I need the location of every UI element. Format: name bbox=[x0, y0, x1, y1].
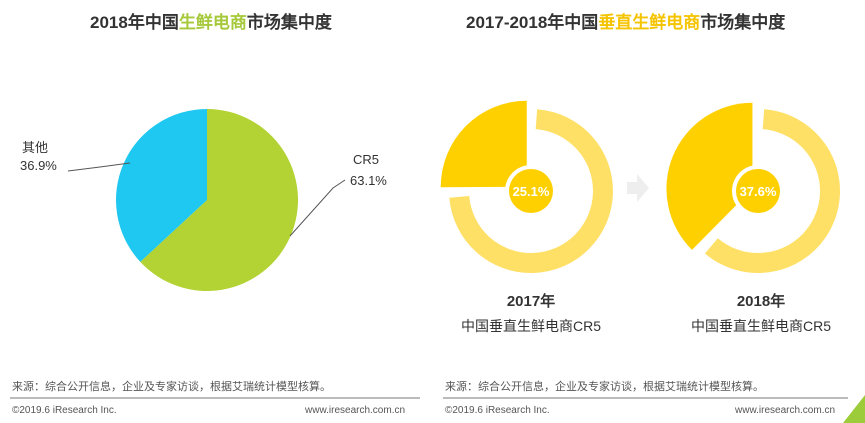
subtitle-2017: 中国垂直生鲜电商CR5 bbox=[460, 318, 602, 334]
label-other-value: 36.9% bbox=[20, 158, 57, 173]
corner-decoration bbox=[843, 395, 865, 423]
website-link[interactable]: www.iresearch.com.cn bbox=[305, 405, 406, 416]
right-title: 2017-2018年中国垂直生鲜电商市场集中度 bbox=[466, 8, 785, 33]
donut-value-label-0: 25.1% bbox=[513, 184, 550, 199]
subtitle-2018: 中国垂直生鲜电商CR5 bbox=[690, 318, 832, 334]
donut-highlight-1 bbox=[666, 102, 753, 250]
pie-slice-cr5 bbox=[140, 109, 298, 291]
year-2018: 2018年 bbox=[736, 293, 786, 310]
label-cr5-name: CR5 bbox=[353, 152, 380, 167]
donut-center-0 bbox=[509, 169, 553, 213]
donut-highlight-0 bbox=[440, 100, 527, 188]
title-part: 市场集中度 bbox=[246, 13, 332, 32]
source-note: 来源：综合公开信息，企业及专家访谈，根据艾瑞统计模型核算。 bbox=[12, 381, 331, 393]
copyright: ©2019.6 iResearch Inc. bbox=[12, 405, 117, 416]
year-2017: 2017年 bbox=[506, 293, 556, 310]
divider bbox=[443, 397, 848, 399]
donut-rest-1 bbox=[704, 109, 840, 273]
leader-line-other bbox=[67, 162, 131, 172]
source-note: 来源：综合公开信息，企业及专家访谈，根据艾瑞统计模型核算。 bbox=[445, 381, 764, 393]
pie-slice-其他 bbox=[115, 109, 207, 262]
divider bbox=[10, 397, 420, 399]
arrow-right-icon bbox=[627, 174, 649, 202]
donut-center-1 bbox=[736, 169, 780, 213]
label-other-name: 其他 bbox=[22, 140, 49, 155]
title-highlight: 生鲜电商 bbox=[178, 13, 247, 32]
leader-line-cr5 bbox=[289, 179, 346, 237]
copyright: ©2019.6 iResearch Inc. bbox=[445, 405, 550, 416]
title-part: 2018年中国 bbox=[90, 13, 179, 32]
donut-value-label-1: 37.6% bbox=[740, 184, 777, 199]
title-part: 市场集中度 bbox=[700, 13, 786, 32]
title-highlight: 垂直生鲜电商 bbox=[598, 13, 701, 32]
left-title: 2018年中国生鲜电商市场集中度 bbox=[90, 8, 332, 33]
title-part: 2017-2018年中国 bbox=[466, 13, 599, 32]
label-cr5-value: 63.1% bbox=[350, 173, 387, 188]
website-link[interactable]: www.iresearch.com.cn bbox=[735, 405, 836, 416]
